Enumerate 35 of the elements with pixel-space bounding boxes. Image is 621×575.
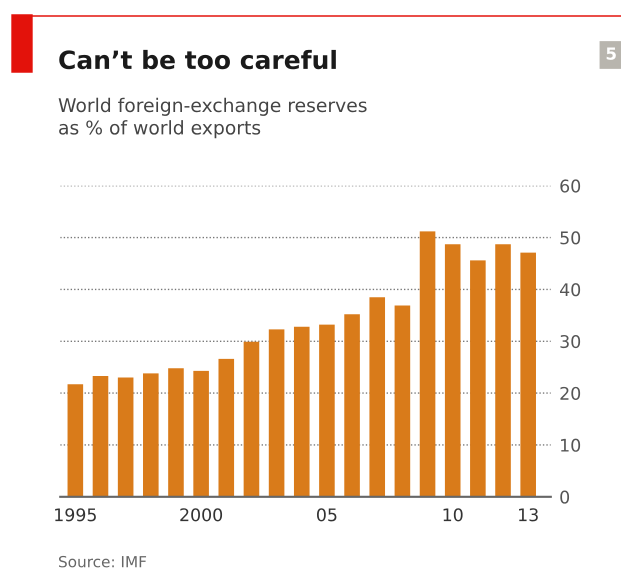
bar bbox=[268, 329, 284, 497]
bar bbox=[143, 373, 159, 497]
y-tick-label: 10 bbox=[561, 438, 580, 452]
bar bbox=[319, 324, 335, 497]
y-tick-label: 20 bbox=[560, 386, 580, 400]
text: 5 bbox=[606, 47, 616, 60]
bar bbox=[369, 297, 386, 497]
bar bbox=[294, 326, 310, 497]
x-tick-label: 13 bbox=[519, 508, 538, 522]
chart-title: Can’t be too careful bbox=[59, 50, 336, 70]
bar bbox=[470, 260, 486, 497]
bar bbox=[495, 244, 511, 497]
y-tick-label: 40 bbox=[560, 283, 580, 296]
source-note: Source: IMF bbox=[59, 556, 146, 568]
bar bbox=[118, 378, 134, 497]
bar bbox=[168, 368, 184, 497]
y-tick-label: 50 bbox=[560, 231, 580, 244]
bar bbox=[420, 231, 436, 497]
bar bbox=[92, 376, 108, 497]
y-tick-label: 30 bbox=[560, 334, 580, 348]
chart-subtitle: World foreign-exchange reserves as % of world exports bbox=[58, 98, 367, 138]
x-tick-label: 1995 bbox=[55, 508, 96, 522]
bar bbox=[520, 252, 536, 497]
bar bbox=[444, 244, 461, 497]
bar bbox=[193, 370, 209, 497]
x-tick-label: 05 bbox=[317, 508, 336, 522]
x-tick-label: 10 bbox=[444, 508, 463, 522]
bar bbox=[68, 384, 84, 497]
bar bbox=[344, 314, 360, 497]
bar bbox=[394, 305, 410, 497]
x-tick-label: 2000 bbox=[180, 508, 222, 522]
bar bbox=[244, 342, 260, 497]
bar bbox=[218, 358, 234, 497]
y-tick-label: 0 bbox=[560, 490, 570, 504]
y-tick-label: 60 bbox=[560, 179, 580, 193]
